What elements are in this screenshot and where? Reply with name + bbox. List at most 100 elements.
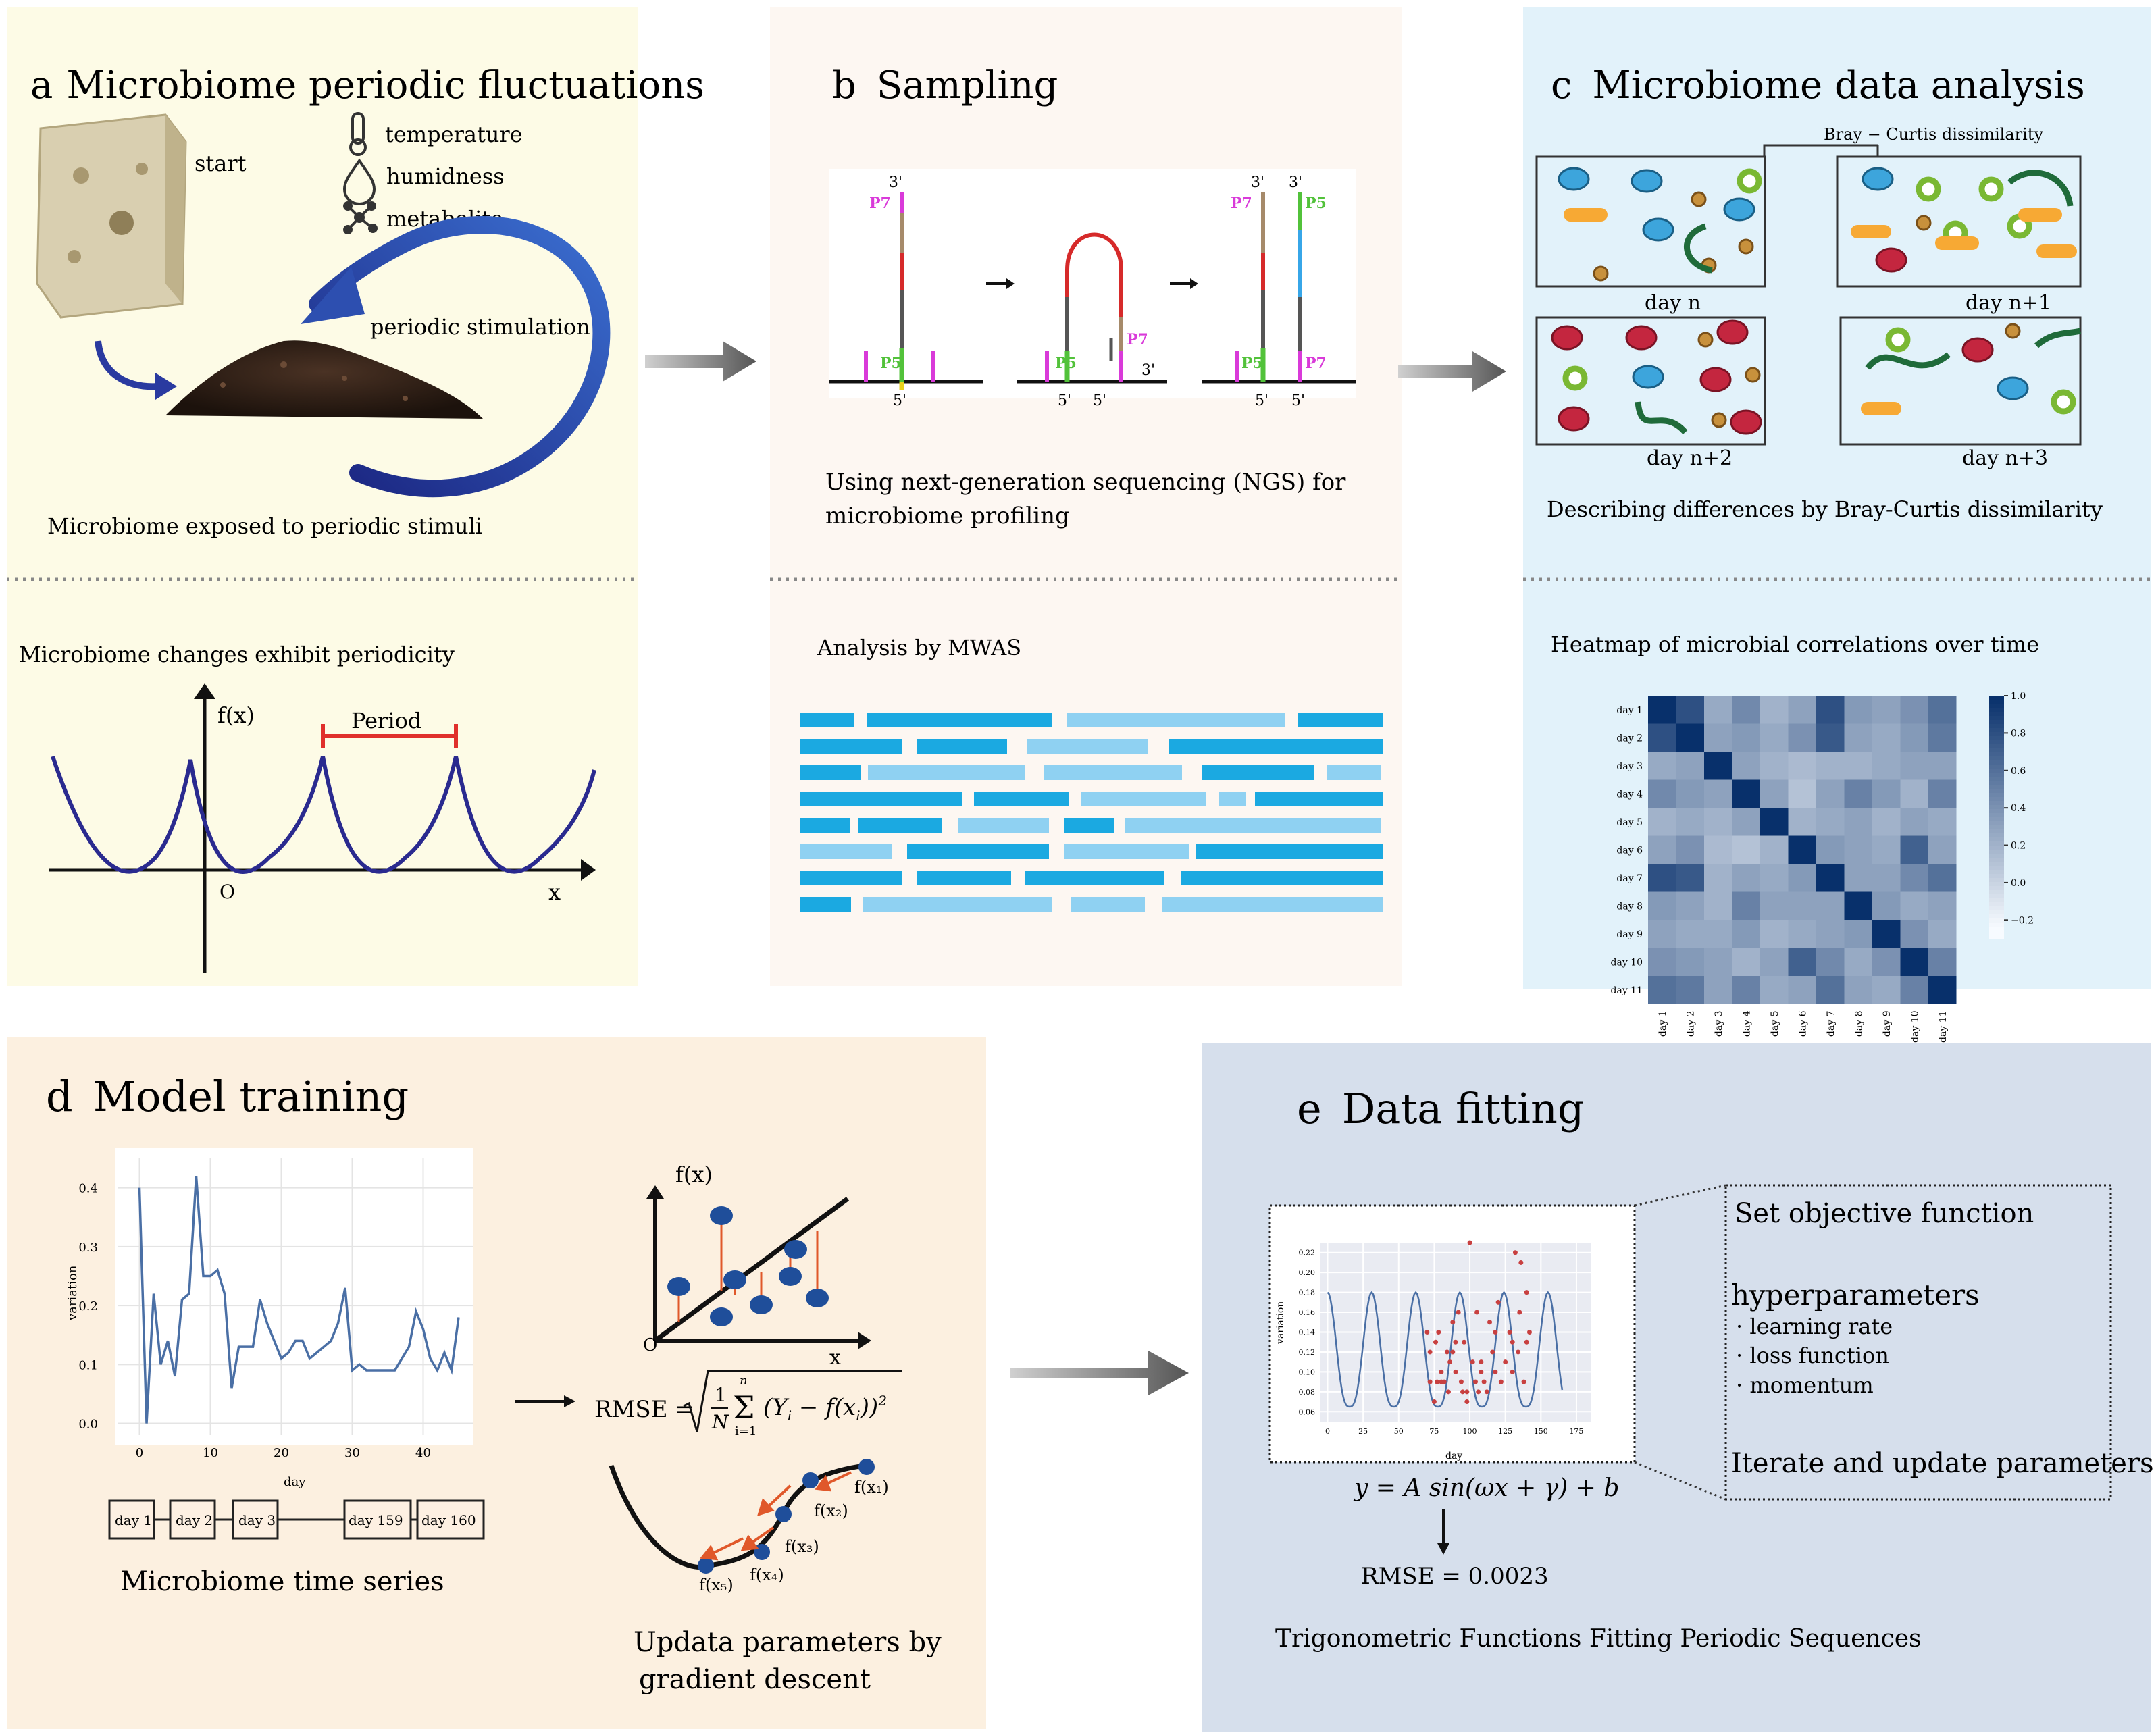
colorbar-segment-31 [1989,821,2004,826]
heatmap-cell-5-7 [1844,835,1872,864]
heatmap-cell-7-5 [1788,891,1816,920]
heatmap-row-label-5: day 6 [1616,845,1643,856]
svg-text:3': 3' [1289,174,1302,191]
heatmap-cell-10-10 [1928,976,1957,1004]
colorbar-segment-56 [1989,923,2004,927]
substrate-block-image [36,113,187,319]
ts-xtick-2: 20 [274,1446,289,1460]
heatmap-cell-1-6 [1816,723,1845,752]
svg-text:5': 5' [1255,392,1268,409]
heatmap-cell-1-10 [1928,723,1957,752]
fit-point-39 [1526,1330,1532,1335]
colorbar-segment-58 [1989,931,2004,935]
colorbar-segment-40 [1989,858,2004,862]
heatmap-cell-9-1 [1676,948,1704,976]
fit-point-20 [1474,1310,1480,1315]
heatmap-row-label-2: day 3 [1616,761,1643,772]
heatmap-cell-6-3 [1732,864,1760,892]
heatmap-cell-8-2 [1704,920,1732,948]
hyper-item-3: · momentum [1736,1372,1874,1398]
fit-point-4 [1436,1330,1441,1335]
heatmap-cell-1-5 [1788,723,1816,752]
heatmap-cell-1-3 [1732,723,1760,752]
fit-point-15 [1462,1339,1467,1345]
formula-to-rmse-arrowhead [1437,1543,1449,1555]
mwas-bar-0-1 [867,713,1052,727]
colorbar-segment-16 [1989,760,2004,765]
heatmap-cell-5-10 [1928,835,1957,864]
stimulus-humidness: humidness [386,163,505,189]
panel-a-lower-caption: Microbiome changes exhibit periodicity [19,642,455,667]
heatmap-cell-2-10 [1928,752,1957,780]
fit-point-19 [1472,1379,1478,1384]
colorbar-segment-3 [1989,708,2004,713]
heatmap-cell-7-4 [1760,891,1789,920]
gd-label-5: f(x₅) [699,1576,734,1595]
mwas-bar-0-0 [800,713,854,727]
fit-ytick-8: 0.06 [1299,1407,1316,1416]
heatmap-cell-9-6 [1816,948,1845,976]
fit-point-31 [1507,1330,1512,1335]
heatmap-cell-0-5 [1788,696,1816,724]
heatmap-cell-9-4 [1760,948,1789,976]
hyper-item-2: · loss function [1736,1343,1889,1368]
heatmap-col-label-8: day 9 [1882,1011,1893,1037]
rmse-formula: RMSE = 1 N n Σ i=1 (Yi − f(xi))2 [594,1370,902,1439]
heatmap-cell-3-8 [1872,779,1901,808]
heatmap-cell-8-0 [1648,920,1676,948]
heatmap-row-label-6: day 7 [1616,873,1643,884]
colorbar-segment-19 [1989,773,2004,777]
heatmap-col-label-9: day 10 [1909,1011,1920,1043]
rmse-term: (Yi − f(xi))2 [763,1393,887,1424]
mwas-bar-5-0 [800,844,892,859]
fit-point-12 [1456,1310,1461,1315]
gd-label-4: f(x₄) [750,1565,784,1584]
colorbar-segment-27 [1989,805,2004,810]
fit-point-40 [1427,1349,1433,1355]
mwas-bar-6-1 [917,871,1011,885]
panel-e-caption: Trigonometric Functions Fitting Periodic… [1275,1625,1922,1653]
panel-b-title: b Sampling [832,63,1058,107]
heatmap-cell-2-5 [1788,752,1816,780]
colorbar-segment-14 [1989,752,2004,757]
reg-x-label: x [829,1346,841,1370]
day-n3-label: day n+3 [1962,446,2048,470]
mwas-bar-5-2 [1064,844,1189,859]
svg-text:P7: P7 [1231,195,1252,212]
colorbar-segment-9 [1989,732,2004,737]
heatmap-cell-10-7 [1844,976,1872,1004]
iterate-label: Iterate and update parameters [1731,1448,2154,1479]
fit-point-38 [1524,1290,1529,1295]
colorbar-segment-2 [1989,704,2004,708]
svg-text:P5: P5 [1241,355,1263,372]
rmse-sum-bottom: i=1 [735,1424,756,1439]
fit-point-5 [1439,1369,1444,1374]
heatmap-cell-5-4 [1760,835,1789,864]
colorbar-segment-10 [1989,736,2004,741]
rmse-sigma: Σ [733,1389,755,1426]
heatmap-cell-6-5 [1788,864,1816,892]
heatmap-cell-6-7 [1844,864,1872,892]
heatmap-row-label-0: day 1 [1616,705,1643,716]
fit-point-41 [1439,1379,1444,1384]
ts-ytick-2: 0.2 [78,1299,98,1314]
mwas-bar-7-2 [1071,897,1145,912]
heatmap-cell-7-2 [1704,891,1732,920]
fit-point-48 [1435,1379,1440,1384]
droplet-icon [342,158,376,205]
heatmap-cell-10-5 [1788,976,1816,1004]
colorbar-segment-25 [1989,797,2004,802]
heatmap-cell-1-7 [1844,723,1872,752]
fit-xtick-5: 125 [1498,1427,1512,1436]
fit-point-16 [1464,1399,1470,1405]
fit-ytick-2: 0.18 [1299,1289,1316,1297]
fit-xtick-2: 50 [1394,1427,1404,1436]
mwas-bar-1-2 [1027,739,1148,754]
heatmap-cell-8-9 [1900,920,1928,948]
x-axis-label: x [548,879,561,905]
heatmap-cell-1-8 [1872,723,1901,752]
mwas-bar-0-3 [1298,713,1383,727]
fit-xtick-4: 100 [1463,1427,1477,1436]
heatmap-row-label-10: day 11 [1611,985,1643,996]
x-axis-arrowhead [581,859,596,881]
